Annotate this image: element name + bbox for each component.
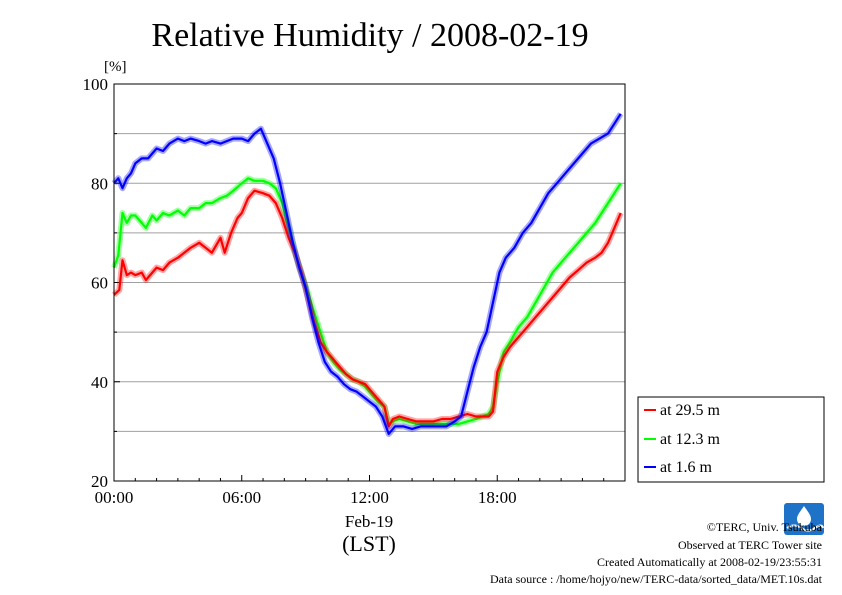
legend-entry-12-3m: at 12.3 m [644,431,721,448]
x-axis-date-label: Feb-19 [345,512,393,531]
x-tick-label: 06:00 [222,488,261,507]
chart-title: Relative Humidity / 2008-02-19 [151,17,588,54]
y-axis-ticks: 20 40 60 80 100 [83,75,120,491]
y-tick-label: 80 [91,174,108,193]
legend-entry-29-5m: at 29.5 m [644,402,721,419]
grid-lines [114,133,625,432]
source-text: Data source : /home/hojyo/new/TERC-data/… [489,572,822,586]
y-tick-label: 60 [91,274,108,293]
x-tick-label: 12:00 [350,488,389,507]
legend-label-1-6m: at 1.6 m [660,459,713,476]
series-line-2 [113,113,622,435]
x-axis-ticks: 00:00 06:00 12:00 18:00 [95,475,605,507]
series-band-0 [111,187,624,430]
y-tick-label: 100 [83,75,109,94]
legend: at 29.5 m at 12.3 m at 1.6 m [637,396,825,483]
legend-box [637,396,825,483]
y-axis-unit: [%] [104,59,127,75]
series-lines [111,112,624,437]
plot-frame [113,83,626,482]
x-tick-label: 18:00 [478,488,517,507]
x-axis-title: (LST) [342,531,396,556]
site-text: Observed at TERC Tower site [677,538,822,552]
x-tick-label: 00:00 [95,488,134,507]
copyright-text: ©TERC, Univ. Tsukuba [706,520,822,534]
y-tick-label: 20 [91,472,108,491]
terc-logo-icon [784,503,824,535]
created-text: Created Automatically at 2008-02-19/23:5… [597,555,822,569]
legend-label-29-5m: at 29.5 m [660,402,721,419]
legend-label-12-3m: at 12.3 m [660,431,721,448]
series-line-0 [113,189,622,428]
y-tick-label: 40 [91,373,108,392]
legend-entry-1-6m: at 1.6 m [644,459,713,476]
